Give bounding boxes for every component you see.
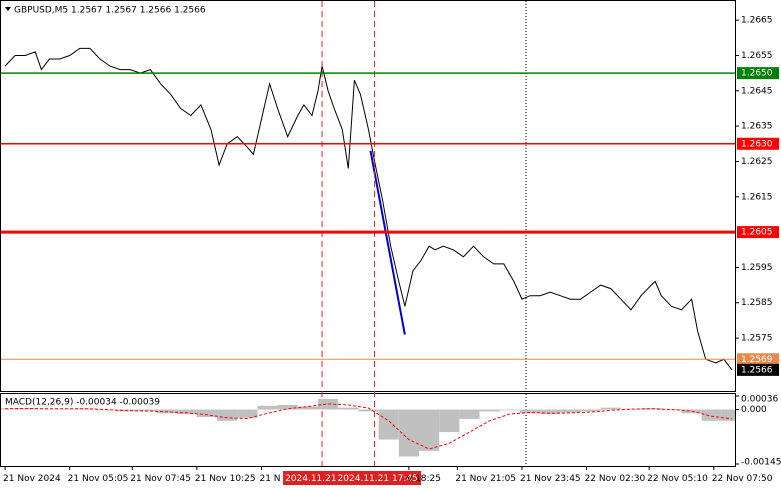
x-tick-label: 22 Nov 07:50 — [712, 474, 773, 484]
y-tick-label: 1.2615 — [741, 192, 773, 202]
level-label: 1.2569 — [741, 355, 773, 365]
macd-bar — [378, 409, 399, 440]
macd-bar — [277, 405, 298, 410]
y-tick-label: 0.00036 — [741, 395, 778, 405]
macd-bar — [519, 409, 541, 414]
y-tick-label: 1.2665 — [741, 16, 773, 26]
macd-bar — [701, 409, 722, 421]
macd-title: MACD(12,26,9) -0.00034 -0.00039 — [5, 398, 160, 408]
macd-panel — [0, 393, 736, 467]
level-label: 1.2605 — [741, 228, 773, 238]
y-tick-label: 1.2585 — [741, 298, 773, 308]
level-box — [737, 137, 779, 150]
macd-bar — [661, 409, 682, 411]
bid-label: 1.2566 — [741, 365, 773, 375]
y-tick-label: -0.00145 — [741, 458, 781, 468]
plot — [1, 399, 735, 457]
chart-title: GBPUSD,M5 1.2567 1.2567 1.2566 1.2566 — [14, 6, 206, 16]
macd-bar — [600, 407, 621, 410]
macd-bar — [439, 409, 460, 433]
macd-bar — [398, 409, 419, 457]
x-tick-label: 21 Nov 23:45 — [520, 474, 581, 484]
y-tick-label: 1.2645 — [741, 86, 773, 96]
macd-bar — [136, 409, 157, 412]
level-label: 1.2630 — [741, 139, 773, 149]
trend-line — [369, 150, 406, 335]
macd-bar — [681, 409, 702, 414]
macd-bar — [479, 409, 500, 412]
main-panel — [0, 0, 736, 392]
macd-bar — [540, 409, 561, 415]
menu-arrow — [5, 7, 11, 11]
macd-bar — [499, 409, 520, 411]
macd-bar — [358, 409, 379, 412]
macd-bar — [338, 407, 359, 410]
macd-bar — [318, 399, 339, 410]
macd-bar — [217, 409, 238, 421]
x-tick-label: 22 Nov 05:10 — [647, 474, 708, 484]
signal-line — [5, 403, 733, 450]
macd-bar — [721, 409, 735, 421]
level-label: 1.2650 — [741, 69, 773, 79]
macd-bar — [297, 406, 319, 410]
x-tick-label: 21 Nov 21:05 — [455, 474, 516, 484]
macd-bar — [196, 409, 218, 418]
x-tick-label: 22 Nov 02:30 — [585, 474, 646, 484]
x-tick-label: 21 Nov 2024 — [3, 474, 61, 484]
macd-bar — [459, 409, 480, 419]
macd-bar — [620, 408, 642, 410]
level-box — [737, 226, 779, 239]
y-tick-label: 1.2635 — [741, 122, 773, 132]
bid-box — [737, 363, 779, 376]
y-tick-label: 1.2595 — [741, 263, 773, 273]
y-tick-label: 0.000 — [741, 405, 767, 415]
macd-bar — [1, 408, 16, 410]
macd-bar — [237, 409, 258, 418]
macd-bar — [418, 409, 440, 451]
x-tick-label: 21 Nov 05:05 — [68, 474, 129, 484]
vline-label: 2024.11.21 — [285, 474, 337, 484]
y-tick-label: 1.2575 — [741, 334, 773, 344]
level-box — [737, 67, 779, 80]
x-tick-label: v 18:25 — [407, 474, 441, 484]
vline-label-box — [283, 471, 339, 485]
x-tick-label: 21 Nov 07:45 — [130, 474, 191, 484]
x-tick-label: 21 N — [259, 474, 280, 484]
macd-bar — [176, 409, 197, 415]
y-tick-label: 1.2625 — [741, 157, 773, 167]
level-box — [737, 353, 779, 366]
vline-label: 2024.11.21 17:45 — [338, 474, 418, 484]
macd-bar — [560, 409, 581, 413]
vline-label-box — [335, 471, 422, 485]
x-tick-label: 21 Nov 10:25 — [195, 474, 256, 484]
macd-bar — [641, 408, 662, 410]
y-tick-label: 1.2655 — [741, 51, 773, 61]
macd-bar — [580, 409, 601, 412]
macd-bar — [257, 405, 278, 410]
